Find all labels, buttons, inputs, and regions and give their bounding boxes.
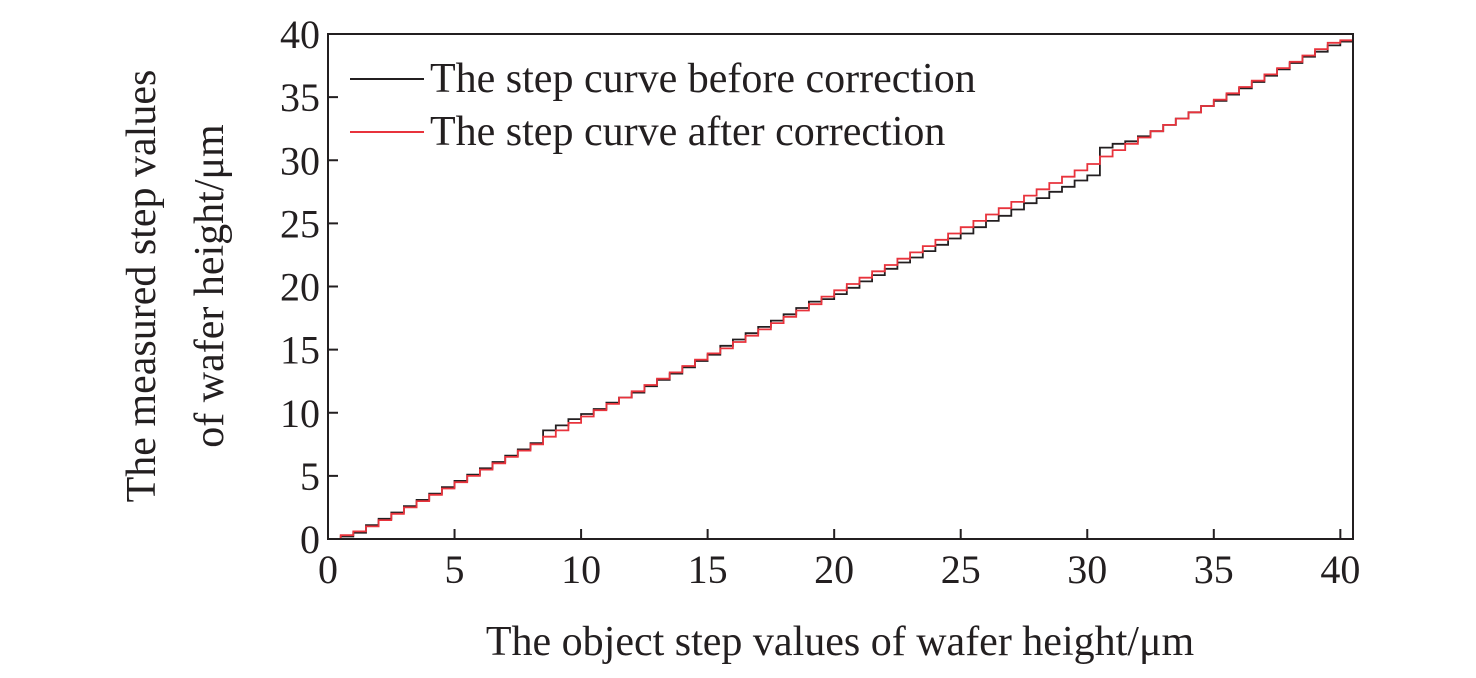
y-tick-label: 40 [280,12,320,57]
y-tick-label: 25 [280,201,320,246]
legend: The step curve before correction The ste… [350,56,976,155]
x-tick-label: 0 [318,547,338,592]
x-tick-label: 15 [688,547,728,592]
y-axis-title-line-2: of wafer height/μm [187,124,233,448]
legend-label-after: The step curve after correction [430,109,945,155]
y-tick-label: 5 [300,454,320,499]
x-tick-label: 30 [1067,547,1107,592]
x-tick-label: 25 [941,547,981,592]
legend-label-before: The step curve before correction [430,56,976,102]
series-line-after [339,39,1354,539]
y-tick-label: 30 [280,138,320,183]
y-tick-label: 10 [280,391,320,436]
y-tick-label: 35 [280,75,320,120]
series-layer [339,39,1354,539]
y-tick-label: 15 [280,328,320,373]
x-tick-label: 10 [561,547,601,592]
tick-layer: 0 5 10 15 20 25 30 35 40 0 5 10 15 20 25 30 35 40 [280,12,1360,592]
x-tick-label: 40 [1320,547,1360,592]
x-tick-label: 20 [814,547,854,592]
y-tick-label: 20 [280,265,320,310]
x-tick-label: 35 [1194,547,1234,592]
x-axis-title: The object step values of wafer height/μ… [486,619,1195,665]
y-axis-title: The measured step values of wafer height… [119,70,233,503]
y-tick-label: 0 [300,517,320,562]
y-axis-title-line-1: The measured step values [119,70,165,503]
x-tick-label: 5 [445,547,465,592]
